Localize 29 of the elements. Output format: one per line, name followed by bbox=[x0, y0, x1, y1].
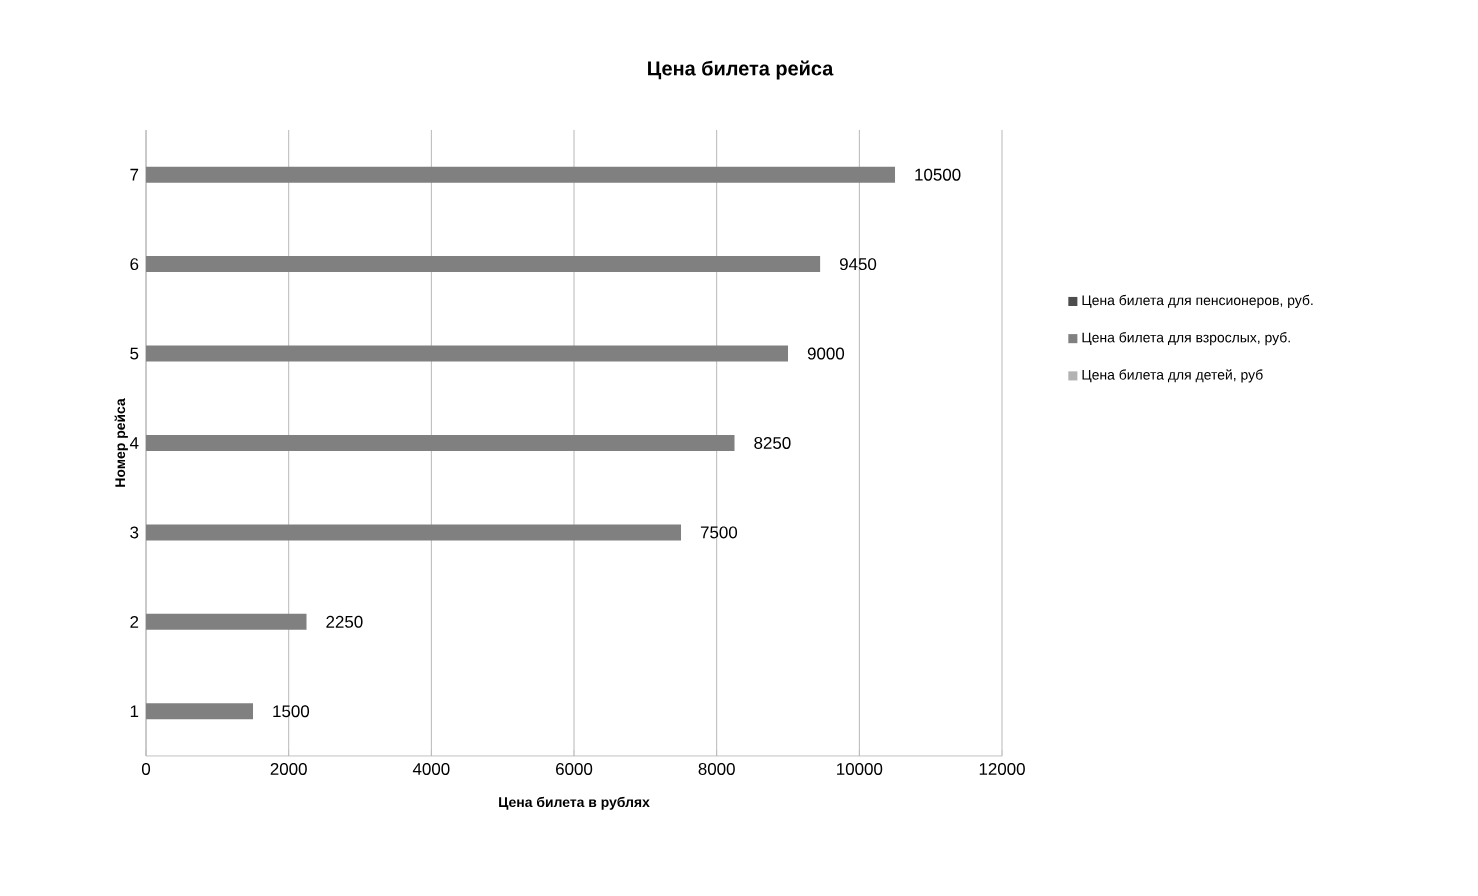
bar bbox=[146, 703, 254, 720]
x-tick-label: 6000 bbox=[556, 763, 593, 775]
data-label: 8250 bbox=[754, 437, 791, 449]
x-tick-label: 4000 bbox=[412, 763, 450, 775]
data-label: 2250 bbox=[326, 615, 363, 628]
data-label: 9000 bbox=[807, 347, 845, 360]
x-tick-label: 2000 bbox=[270, 763, 307, 775]
y-tick-label: 2 bbox=[130, 615, 139, 628]
bar bbox=[146, 524, 682, 541]
bar bbox=[146, 166, 896, 183]
data-label: 9450 bbox=[839, 258, 877, 271]
chart-title: Цена билета рейса bbox=[648, 60, 834, 80]
x-tick-label: 8000 bbox=[698, 763, 735, 775]
y-tick-label: 6 bbox=[130, 258, 139, 271]
bar bbox=[146, 434, 735, 451]
data-label: 7500 bbox=[700, 526, 738, 539]
y-tick-label: 1 bbox=[130, 705, 139, 718]
x-tick-label: 0 bbox=[141, 763, 151, 775]
bar bbox=[146, 256, 821, 273]
x-tick-label: 12000 bbox=[979, 763, 1025, 775]
y-tick-label: 3 bbox=[130, 526, 139, 539]
y-tick-label: 5 bbox=[130, 347, 139, 360]
bar bbox=[146, 613, 307, 630]
bar bbox=[146, 345, 789, 362]
data-label: 10500 bbox=[915, 168, 961, 181]
x-tick-label: 10000 bbox=[837, 763, 883, 775]
data-label: 1500 bbox=[273, 705, 310, 718]
y-tick-label: 7 bbox=[130, 168, 139, 181]
y-tick-label: 4 bbox=[129, 437, 139, 449]
